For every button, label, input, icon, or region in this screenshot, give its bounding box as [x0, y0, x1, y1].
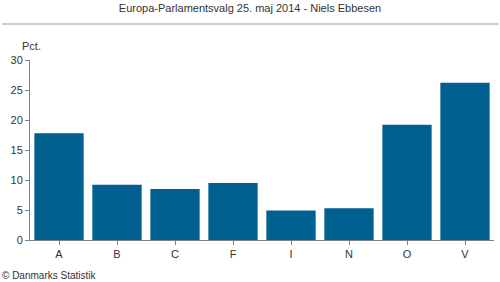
svg-text:N: N: [345, 248, 353, 260]
svg-text:F: F: [230, 248, 237, 260]
svg-text:© Danmarks Statistik: © Danmarks Statistik: [2, 270, 97, 281]
svg-text:O: O: [403, 248, 412, 260]
svg-text:10: 10: [11, 174, 23, 186]
svg-text:A: A: [55, 248, 63, 260]
svg-text:Europa-Parlamentsvalg 25. maj: Europa-Parlamentsvalg 25. maj 2014 - Nie…: [119, 2, 381, 14]
svg-text:B: B: [113, 248, 120, 260]
svg-text:30: 30: [11, 54, 23, 66]
svg-text:0: 0: [17, 234, 23, 246]
svg-text:C: C: [171, 248, 179, 260]
svg-text:5: 5: [17, 204, 23, 216]
svg-text:Pct.: Pct.: [22, 40, 41, 52]
svg-text:20: 20: [11, 114, 23, 126]
svg-text:25: 25: [11, 84, 23, 96]
svg-text:V: V: [461, 248, 469, 260]
svg-text:15: 15: [11, 144, 23, 156]
svg-text:I: I: [289, 248, 292, 260]
